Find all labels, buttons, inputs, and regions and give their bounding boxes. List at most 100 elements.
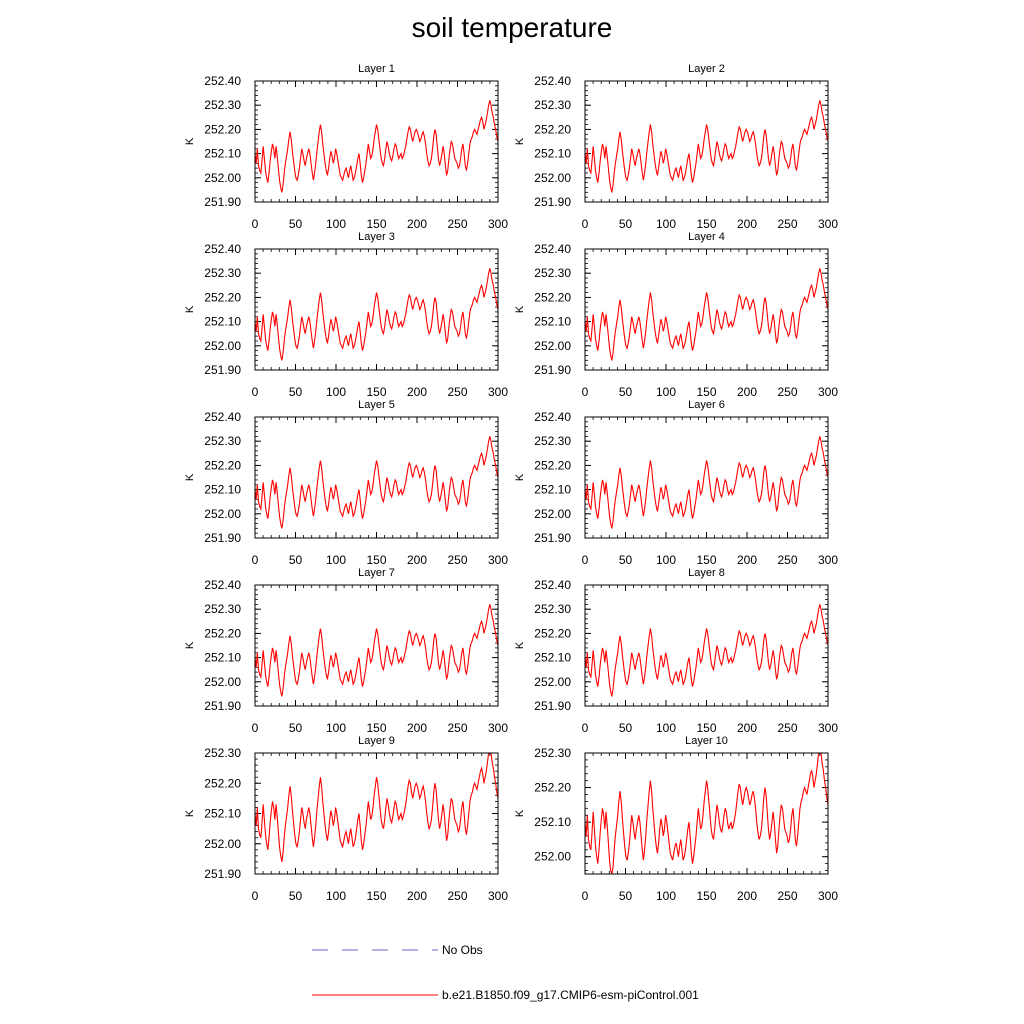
y-tick-label: 251.90 bbox=[534, 195, 571, 209]
panel-2: Layer 2 K 0 50 100 150 200 250 300 251.90 252.00 25… bbox=[514, 63, 838, 231]
y-tick-label: 252.20 bbox=[534, 458, 571, 472]
x-tick-label: 250 bbox=[447, 553, 467, 567]
series-line bbox=[584, 268, 829, 361]
x-tick-label: 50 bbox=[289, 553, 303, 567]
y-tick-label: 252.40 bbox=[204, 578, 241, 592]
x-tick-label: 200 bbox=[407, 385, 427, 399]
x-tick-label: 150 bbox=[366, 889, 386, 903]
x-tick-label: 300 bbox=[488, 721, 508, 735]
x-tick-label: 0 bbox=[582, 889, 589, 903]
panel-10: Layer 10 K 0 50 100 150 200 250 300 252.00 252.10 2… bbox=[514, 735, 838, 903]
y-tick-label: 252.00 bbox=[534, 171, 571, 185]
y-tick-label: 252.10 bbox=[204, 147, 241, 161]
panel-6: Layer 6 K 0 50 100 150 200 250 300 251.90 252.00 25… bbox=[514, 399, 838, 567]
y-axis-label: K bbox=[184, 473, 196, 481]
x-tick-label: 0 bbox=[252, 553, 259, 567]
x-tick-label: 50 bbox=[289, 889, 303, 903]
panel-title: Layer 1 bbox=[358, 63, 395, 75]
y-tick-label: 252.20 bbox=[534, 626, 571, 640]
y-tick-label: 251.90 bbox=[204, 531, 241, 545]
x-tick-label: 150 bbox=[366, 553, 386, 567]
x-tick-label: 200 bbox=[737, 553, 757, 567]
y-axis-label: K bbox=[514, 641, 526, 649]
y-tick-label: 251.90 bbox=[534, 699, 571, 713]
y-tick-label: 251.90 bbox=[204, 699, 241, 713]
legend-label-no-obs: No Obs bbox=[442, 943, 483, 957]
x-tick-label: 200 bbox=[737, 889, 757, 903]
y-tick-label: 252.10 bbox=[204, 651, 241, 665]
x-tick-label: 50 bbox=[289, 217, 303, 231]
y-tick-label: 252.40 bbox=[534, 242, 571, 256]
x-tick-label: 100 bbox=[326, 553, 346, 567]
panel-1: Layer 1 K 0 50 100 150 200 250 300 251.90 252.00 25… bbox=[184, 63, 508, 231]
x-tick-label: 300 bbox=[818, 553, 838, 567]
x-tick-label: 100 bbox=[326, 217, 346, 231]
figure-title: soil temperature bbox=[411, 12, 613, 43]
x-tick-label: 300 bbox=[818, 889, 838, 903]
x-tick-label: 0 bbox=[582, 721, 589, 735]
y-tick-label: 252.40 bbox=[534, 410, 571, 424]
y-tick-label: 252.20 bbox=[204, 626, 241, 640]
plot-frame bbox=[584, 584, 829, 707]
y-axis-label: K bbox=[184, 137, 196, 145]
y-axis-label: K bbox=[184, 809, 196, 817]
y-tick-label: 252.30 bbox=[534, 602, 571, 616]
x-tick-label: 150 bbox=[696, 553, 716, 567]
y-tick-label: 252.10 bbox=[204, 807, 241, 821]
x-tick-label: 300 bbox=[818, 721, 838, 735]
x-tick-label: 100 bbox=[326, 889, 346, 903]
x-tick-label: 100 bbox=[656, 217, 676, 231]
panel-title: Layer 6 bbox=[688, 399, 725, 411]
y-tick-label: 252.40 bbox=[534, 578, 571, 592]
x-tick-label: 50 bbox=[619, 385, 633, 399]
y-tick-label: 252.20 bbox=[534, 290, 571, 304]
x-tick-label: 100 bbox=[656, 721, 676, 735]
panel-title: Layer 8 bbox=[688, 567, 725, 579]
legend-item-no-obs: No Obs bbox=[312, 942, 483, 958]
x-tick-label: 150 bbox=[696, 889, 716, 903]
y-tick-label: 252.00 bbox=[204, 507, 241, 521]
y-tick-label: 251.90 bbox=[204, 363, 241, 377]
y-tick-label: 252.30 bbox=[204, 98, 241, 112]
x-tick-label: 50 bbox=[619, 721, 633, 735]
plot-frame bbox=[584, 752, 829, 875]
y-tick-label: 252.30 bbox=[204, 266, 241, 280]
y-tick-label: 252.00 bbox=[204, 675, 241, 689]
x-tick-label: 250 bbox=[447, 889, 467, 903]
x-tick-label: 300 bbox=[488, 889, 508, 903]
plot-frame bbox=[254, 80, 499, 203]
series-line bbox=[254, 752, 499, 863]
y-tick-label: 252.40 bbox=[204, 410, 241, 424]
y-tick-label: 252.20 bbox=[204, 458, 241, 472]
x-tick-label: 50 bbox=[619, 553, 633, 567]
x-tick-label: 150 bbox=[366, 385, 386, 399]
plot-frame bbox=[584, 248, 829, 371]
x-tick-label: 250 bbox=[447, 721, 467, 735]
panel-title: Layer 5 bbox=[358, 399, 395, 411]
y-tick-label: 252.30 bbox=[204, 434, 241, 448]
y-axis-label: K bbox=[514, 473, 526, 481]
x-tick-label: 200 bbox=[407, 721, 427, 735]
legend-label-model-run: b.e21.B1850.f09_g17.CMIP6-esm-piControl.… bbox=[442, 988, 699, 1002]
y-tick-label: 252.10 bbox=[534, 315, 571, 329]
y-axis-label: K bbox=[184, 641, 196, 649]
panel-4: Layer 4 K 0 50 100 150 200 250 300 251.90 252.00 25… bbox=[514, 231, 838, 399]
y-axis-label: K bbox=[184, 305, 196, 313]
y-tick-label: 252.00 bbox=[204, 171, 241, 185]
series-line bbox=[584, 100, 829, 193]
panel-5: Layer 5 K 0 50 100 150 200 250 300 251.90 252.00 25… bbox=[184, 399, 508, 567]
panel-title: Layer 7 bbox=[358, 567, 395, 579]
y-tick-label: 252.00 bbox=[534, 850, 571, 864]
x-tick-label: 150 bbox=[696, 721, 716, 735]
plot-frame bbox=[254, 584, 499, 707]
y-tick-label: 251.90 bbox=[204, 867, 241, 881]
y-tick-label: 252.20 bbox=[204, 290, 241, 304]
y-tick-label: 251.90 bbox=[204, 195, 241, 209]
x-tick-label: 0 bbox=[252, 889, 259, 903]
y-axis-label: K bbox=[514, 137, 526, 145]
y-tick-label: 252.40 bbox=[204, 74, 241, 88]
x-tick-label: 0 bbox=[582, 553, 589, 567]
x-tick-label: 300 bbox=[818, 217, 838, 231]
y-tick-label: 252.10 bbox=[534, 651, 571, 665]
